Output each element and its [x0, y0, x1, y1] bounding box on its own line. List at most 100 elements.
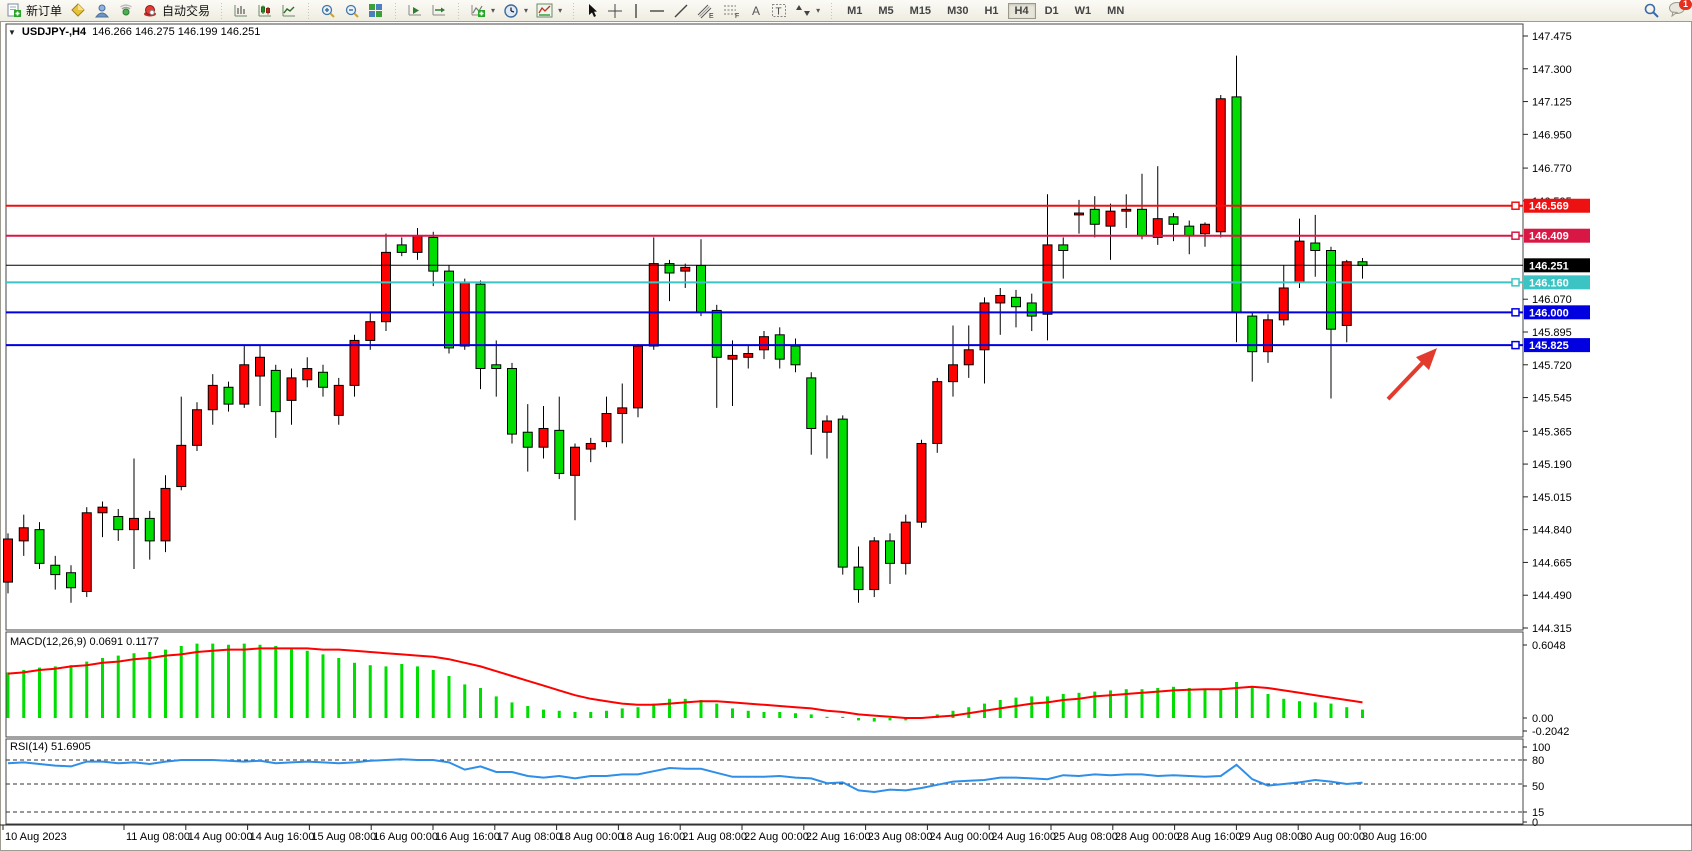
svg-text:-0.2042: -0.2042	[1532, 726, 1569, 738]
auto-trading-icon	[142, 3, 158, 18]
terminal-icon	[118, 3, 134, 18]
indicators-button[interactable]: ▾	[466, 2, 499, 19]
zoom-in-button[interactable]	[316, 2, 340, 20]
chevron-down-icon: ▾	[491, 6, 496, 15]
periods-button[interactable]: ▾	[499, 2, 532, 20]
annotation-arrow[interactable]	[1386, 348, 1437, 401]
vertical-line-icon	[631, 3, 641, 19]
svg-text:A: A	[752, 4, 760, 18]
svg-text:30 Aug 00:00: 30 Aug 00:00	[1300, 831, 1365, 843]
svg-text:E: E	[709, 13, 714, 19]
svg-text:28 Aug 00:00: 28 Aug 00:00	[1115, 831, 1180, 843]
candlestick-chart-button[interactable]	[253, 2, 277, 19]
svg-text:147.475: 147.475	[1532, 31, 1572, 43]
auto-scroll-icon	[407, 3, 423, 18]
svg-text:146.569: 146.569	[1529, 201, 1569, 213]
toolbar-separator	[393, 2, 399, 19]
rsi-indicator-label: RSI(14) 51.6905	[10, 741, 91, 753]
timeframe-mn-button[interactable]: MN	[1107, 4, 1125, 17]
svg-text:146.950: 146.950	[1532, 129, 1572, 141]
svg-text:145.365: 145.365	[1532, 426, 1572, 438]
zoom-out-button[interactable]	[340, 2, 364, 20]
svg-text:145.015: 145.015	[1532, 492, 1572, 504]
svg-text:16 Aug 00:00: 16 Aug 00:00	[373, 831, 438, 843]
svg-text:F: F	[735, 13, 739, 19]
auto-trading-label: 自动交易	[162, 4, 211, 18]
svg-text:30 Aug 16:00: 30 Aug 16:00	[1362, 831, 1427, 843]
svg-text:80: 80	[1532, 755, 1544, 767]
svg-text:15: 15	[1532, 807, 1544, 819]
timeframe-d1-button[interactable]: D1	[1044, 4, 1059, 17]
svg-text:18 Aug 16:00: 18 Aug 16:00	[620, 831, 685, 843]
svg-text:145.825: 145.825	[1529, 340, 1569, 352]
market-watch-button[interactable]	[66, 2, 90, 19]
line-chart-button[interactable]	[277, 2, 301, 19]
candlestick-chart-canvas[interactable]: 147.475 147.300 147.125 146.950 146.770 146.5…	[0, 21, 1692, 851]
timeframe-h1-button[interactable]: H1	[984, 4, 999, 17]
svg-text:25 Aug 08:00: 25 Aug 08:00	[1053, 831, 1118, 843]
cursor-tool-button[interactable]	[581, 2, 603, 19]
chart-shift-button[interactable]	[427, 2, 451, 19]
channel-icon: E	[697, 3, 715, 20]
arrows-tool-button[interactable]: ▾	[791, 2, 824, 19]
new-order-button[interactable]: 新订单	[3, 1, 66, 20]
indicators-icon	[470, 3, 486, 18]
svg-text:145.190: 145.190	[1532, 459, 1572, 471]
auto-trading-button[interactable]: 自动交易	[138, 1, 214, 20]
templates-button[interactable]: ▾	[532, 2, 566, 19]
search-icon[interactable]	[1643, 2, 1660, 19]
svg-text:23 Aug 08:00: 23 Aug 08:00	[868, 831, 933, 843]
zoom-out-icon	[344, 3, 360, 19]
timeframe-m1-button[interactable]: M1	[847, 4, 863, 17]
timeframe-m5-button[interactable]: M5	[878, 4, 894, 17]
tile-windows-button[interactable]	[364, 2, 388, 19]
toolbar-separator	[219, 2, 225, 19]
svg-text:147.300: 147.300	[1532, 64, 1572, 76]
arrows-icon	[795, 3, 811, 18]
svg-text:146.770: 146.770	[1532, 163, 1572, 175]
chevron-down-icon: ▾	[816, 6, 821, 15]
templates-icon	[536, 3, 553, 18]
chat-button[interactable]: 1	[1668, 0, 1692, 20]
svg-text:11 Aug 08:00: 11 Aug 08:00	[126, 831, 190, 843]
cursor-icon	[585, 3, 599, 18]
timeframe-h4-button[interactable]: H4	[1007, 2, 1036, 19]
toolbar-separator	[456, 2, 462, 19]
label-tool-button[interactable]: T	[767, 2, 791, 19]
auto-scroll-button[interactable]	[403, 2, 427, 19]
svg-text:15 Aug 08:00: 15 Aug 08:00	[311, 831, 376, 843]
timeframe-m15-button[interactable]: M15	[909, 4, 932, 17]
svg-text:145.720: 145.720	[1532, 360, 1572, 372]
svg-text:29 Aug 08:00: 29 Aug 08:00	[1238, 831, 1303, 843]
trendline-icon	[673, 3, 689, 19]
fibonacci-tool-button[interactable]: F	[719, 2, 745, 20]
toolbar-separator	[829, 2, 835, 19]
text-tool-button[interactable]: A	[745, 2, 767, 19]
timeframe-m30-button[interactable]: M30	[947, 4, 969, 17]
trendline-tool-button[interactable]	[669, 2, 693, 20]
line-chart-icon	[281, 3, 297, 18]
main-toolbar: 新订单 自动交易	[0, 0, 1692, 22]
horizontal-line-icon	[649, 6, 665, 16]
horizontal-line-tool-button[interactable]	[645, 5, 669, 17]
bar-chart-button[interactable]	[229, 2, 253, 19]
chevron-down-icon: ▾	[558, 6, 563, 15]
timeframe-buttons: M1 M5 M15 M30 H1 H4 D1 W1 MN	[836, 0, 1135, 21]
tile-windows-icon	[368, 3, 384, 18]
symbol-title-bar[interactable]: ▼ USDJPY-,H4 146.266 146.275 146.199 146…	[8, 26, 260, 38]
svg-text:146.070: 146.070	[1532, 294, 1572, 306]
svg-text:50: 50	[1532, 781, 1544, 793]
timeframe-w1-button[interactable]: W1	[1074, 4, 1092, 17]
svg-text:14 Aug 16:00: 14 Aug 16:00	[250, 831, 315, 843]
market-watch-icon	[70, 3, 86, 18]
terminal-button[interactable]	[114, 2, 138, 19]
collapse-arrow-icon[interactable]: ▼	[8, 27, 16, 37]
toolbar-separator	[571, 2, 577, 19]
channel-tool-button[interactable]: E	[693, 2, 719, 20]
svg-text:146.160: 146.160	[1529, 277, 1569, 289]
vertical-line-tool-button[interactable]	[627, 2, 645, 20]
macd-indicator-label: MACD(12,26,9) 0.0691 0.1177	[10, 636, 159, 648]
candlestick-chart-icon	[257, 3, 273, 18]
navigator-button[interactable]	[90, 2, 114, 19]
crosshair-tool-button[interactable]	[603, 2, 627, 20]
